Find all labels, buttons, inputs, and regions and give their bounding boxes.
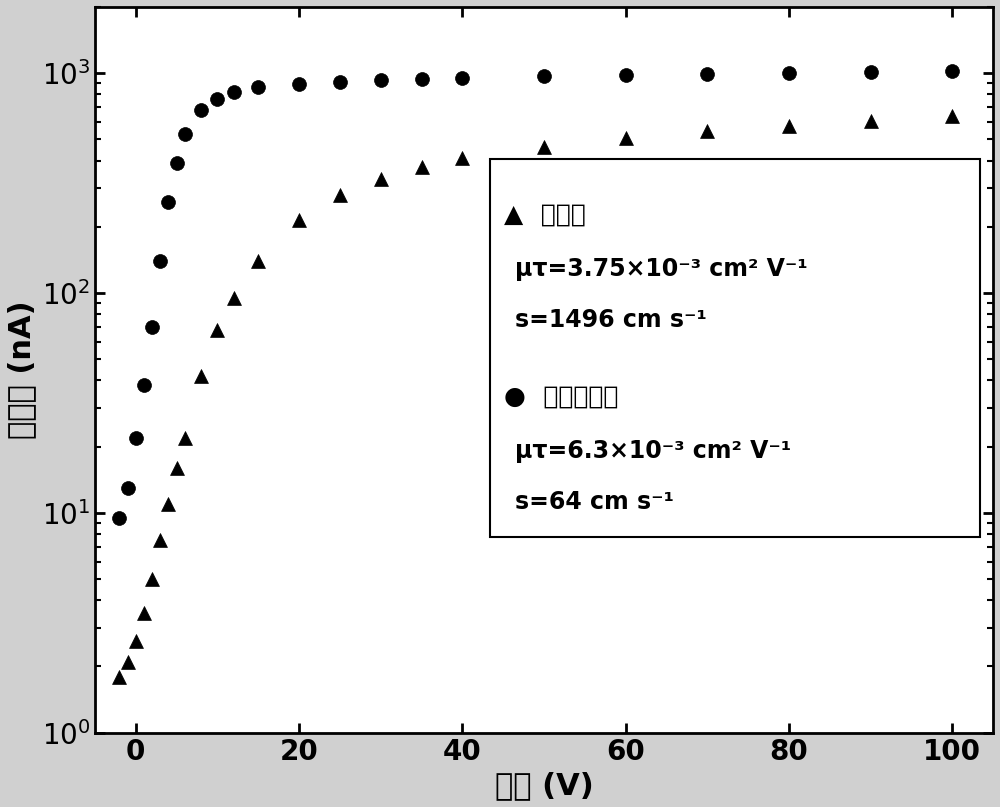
Point: [454, 71, 470, 84]
FancyBboxPatch shape: [490, 159, 980, 537]
Y-axis label: 光电流 (nA): 光电流 (nA): [7, 300, 36, 439]
Point: [618, 68, 634, 81]
Point: [699, 124, 715, 137]
Point: [944, 65, 960, 77]
Text: μτ=3.75×10⁻³ cm² V⁻¹: μτ=3.75×10⁻³ cm² V⁻¹: [515, 257, 808, 282]
Point: [536, 69, 552, 82]
Text: ●  后处理晶体: ● 后处理晶体: [504, 384, 618, 408]
Point: [160, 195, 176, 208]
Point: [120, 481, 136, 494]
Point: [944, 110, 960, 123]
Point: [781, 119, 797, 132]
X-axis label: 电压 (V): 电压 (V): [495, 771, 593, 800]
Point: [536, 140, 552, 153]
Point: [193, 103, 209, 116]
Point: [414, 161, 430, 174]
Point: [863, 115, 879, 128]
Point: [136, 378, 152, 391]
Text: ▲  对照样: ▲ 对照样: [504, 203, 585, 227]
Point: [111, 670, 127, 683]
Point: [169, 157, 185, 169]
Point: [177, 431, 193, 444]
Point: [699, 67, 715, 80]
Text: s=1496 cm s⁻¹: s=1496 cm s⁻¹: [515, 308, 707, 332]
Point: [373, 173, 389, 186]
Text: ●  后处理晶体: ● 后处理晶体: [504, 384, 618, 408]
Text: μτ=3.75×10⁻³ cm² V⁻¹: μτ=3.75×10⁻³ cm² V⁻¹: [515, 257, 808, 282]
Point: [120, 655, 136, 668]
Point: [193, 370, 209, 383]
Point: [226, 86, 242, 98]
Point: [169, 462, 185, 475]
Point: [373, 73, 389, 86]
Point: [144, 572, 160, 585]
Point: [250, 254, 266, 267]
Point: [152, 533, 168, 546]
Point: [781, 66, 797, 79]
Point: [291, 77, 307, 90]
Point: [454, 152, 470, 165]
Point: [136, 607, 152, 620]
Point: [128, 635, 144, 648]
Point: [152, 254, 168, 267]
Point: [226, 291, 242, 304]
Point: [209, 93, 225, 106]
Text: μτ=6.3×10⁻³ cm² V⁻¹: μτ=6.3×10⁻³ cm² V⁻¹: [515, 439, 791, 462]
Point: [111, 512, 127, 525]
Text: ▲  对照样: ▲ 对照样: [504, 203, 585, 227]
Text: s=64 cm s⁻¹: s=64 cm s⁻¹: [515, 490, 674, 513]
Text: s=1496 cm s⁻¹: s=1496 cm s⁻¹: [515, 308, 707, 332]
Point: [144, 320, 160, 333]
Point: [618, 132, 634, 144]
Point: [332, 75, 348, 88]
Point: [128, 431, 144, 444]
Point: [291, 213, 307, 226]
Point: [863, 65, 879, 78]
Point: [250, 81, 266, 94]
Text: μτ=6.3×10⁻³ cm² V⁻¹: μτ=6.3×10⁻³ cm² V⁻¹: [515, 439, 791, 462]
Text: s=64 cm s⁻¹: s=64 cm s⁻¹: [515, 490, 674, 513]
Point: [209, 324, 225, 337]
Point: [177, 128, 193, 140]
Point: [160, 497, 176, 510]
Point: [414, 72, 430, 85]
Point: [332, 188, 348, 201]
